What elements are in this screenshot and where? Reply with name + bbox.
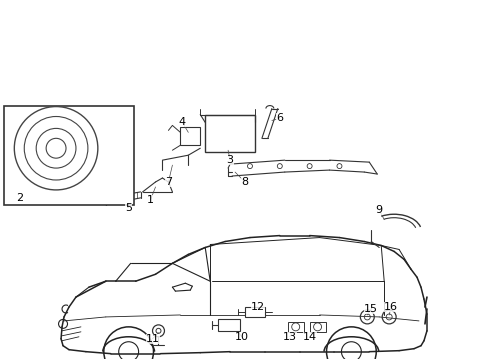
Text: 16: 16: [384, 302, 397, 312]
Text: 8: 8: [241, 177, 248, 187]
Text: 7: 7: [164, 177, 172, 187]
Bar: [244, 307, 264, 317]
Bar: [205, 114, 254, 152]
Text: 11: 11: [145, 334, 159, 344]
Bar: [180, 127, 200, 145]
Text: 4: 4: [179, 117, 185, 127]
Text: 12: 12: [250, 302, 264, 312]
Text: 1: 1: [147, 195, 154, 205]
Text: 15: 15: [364, 304, 378, 314]
Text: 5: 5: [125, 203, 132, 213]
Bar: [4, 105, 133, 205]
Text: 6: 6: [276, 113, 283, 123]
Text: 14: 14: [302, 332, 316, 342]
Text: 9: 9: [375, 205, 382, 215]
Text: 13: 13: [282, 332, 296, 342]
Text: 10: 10: [235, 332, 248, 342]
Bar: [309, 322, 325, 332]
Bar: [218, 319, 240, 331]
Text: 2: 2: [16, 193, 23, 203]
Bar: [287, 322, 303, 332]
Text: 3: 3: [226, 155, 233, 165]
